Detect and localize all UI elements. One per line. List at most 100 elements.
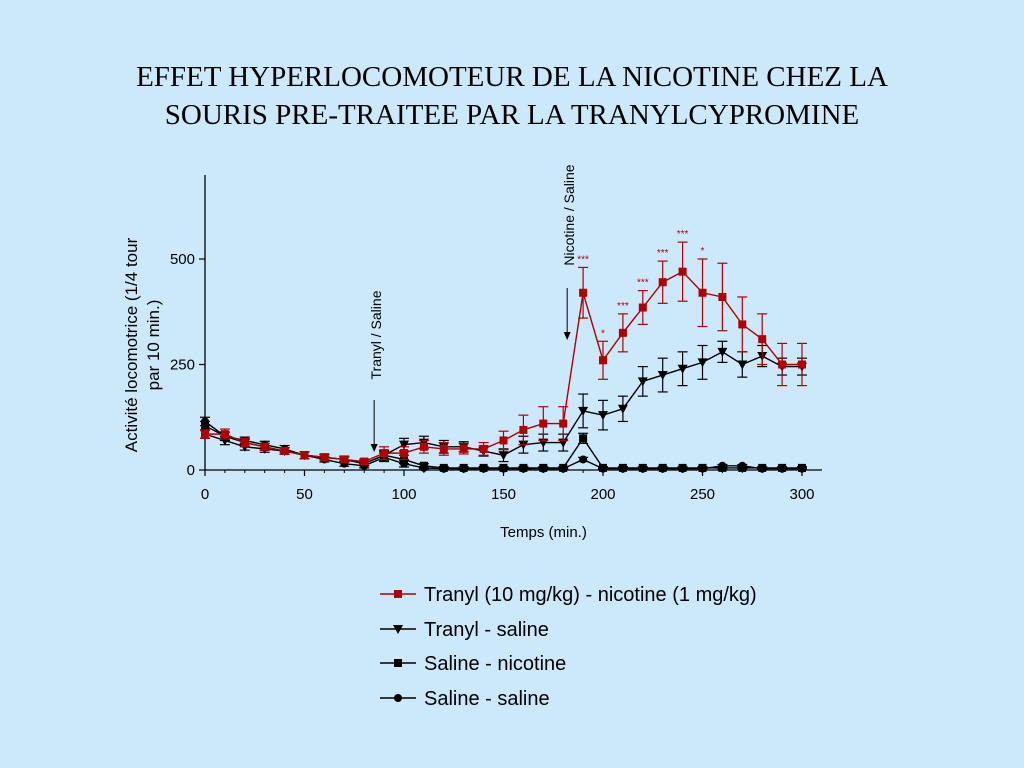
- data-point: [677, 364, 688, 374]
- annotation-arrow-head: [563, 332, 571, 340]
- data-point: [459, 444, 468, 453]
- data-point: [638, 463, 647, 472]
- chart-annotations: Tranyl / Saline Nicotine / Saline: [368, 164, 577, 452]
- significance-label: *: [601, 328, 605, 339]
- data-point: [400, 449, 408, 458]
- x-tick-label: 250: [690, 486, 715, 503]
- data-point: [300, 451, 309, 460]
- significance-label: *: [701, 246, 705, 257]
- legend-item-0: Tranyl (10 mg/kg) - nicotine (1 mg/kg): [380, 584, 757, 606]
- data-point: [340, 455, 349, 464]
- data-point: [778, 463, 787, 472]
- data-point: [638, 303, 647, 312]
- data-point: [599, 356, 607, 365]
- legend-marker: [394, 694, 402, 702]
- data-point: [778, 360, 787, 369]
- data-point: [698, 288, 707, 297]
- annotation-label: Nicotine / Saline: [561, 164, 577, 265]
- data-point: [758, 463, 767, 472]
- data-point: [658, 278, 667, 287]
- data-point: [459, 463, 468, 472]
- data-point: [419, 442, 428, 451]
- data-point: [201, 430, 209, 439]
- legend-item-1: Tranyl - saline: [380, 619, 549, 641]
- page-title: EFFET HYPERLOCOMOTEUR DE LA NICOTINE CHE…: [0, 58, 1024, 134]
- y-axis-label-line1: Activité locomotrice (1/4 tour: [122, 237, 141, 452]
- data-point: [599, 463, 607, 472]
- chart-axes: 0 50 100 150 200 250 300 0 250 500 Temps (min.) Act…: [122, 175, 822, 541]
- y-axis-label-line2: par 10 min.): [144, 300, 163, 391]
- x-tick-label: 200: [590, 486, 615, 503]
- x-tick-label: 50: [296, 486, 313, 503]
- data-point: [320, 453, 329, 462]
- y-tick-label: 0: [187, 462, 195, 479]
- x-tick-label: 100: [391, 486, 416, 503]
- series-0: *****************: [200, 229, 807, 466]
- data-point: [479, 444, 488, 453]
- data-point: [360, 457, 369, 466]
- y-tick-label: 250: [170, 357, 195, 374]
- data-point: [559, 419, 568, 428]
- data-point: [579, 455, 588, 464]
- data-point: [260, 442, 269, 451]
- data-point: [578, 406, 589, 416]
- plot-area: *****************: [200, 229, 807, 473]
- significance-label: ***: [577, 254, 589, 265]
- data-point: [657, 371, 668, 381]
- data-point: [678, 267, 687, 276]
- data-point: [280, 447, 289, 456]
- data-point: [519, 463, 528, 472]
- legend-marker: [394, 659, 402, 667]
- legend-item-2: Saline - nicotine: [380, 653, 566, 675]
- data-point: [798, 463, 806, 472]
- significance-label: ***: [637, 278, 649, 289]
- data-point: [519, 425, 528, 434]
- data-point: [738, 463, 747, 472]
- significance-label: ***: [657, 248, 669, 259]
- data-point: [579, 434, 588, 443]
- data-point: [439, 444, 448, 453]
- data-point: [499, 463, 508, 472]
- data-point: [539, 419, 548, 428]
- significance-label: ***: [617, 301, 629, 312]
- legend-marker: [394, 590, 402, 598]
- data-point: [718, 463, 727, 472]
- title-line-2: SOURIS PRE-TRAITEE PAR LA TRANYLCYPROMIN…: [164, 99, 860, 131]
- data-point: [439, 463, 448, 472]
- data-point: [738, 320, 747, 329]
- data-point: [498, 451, 509, 461]
- data-point: [798, 360, 806, 369]
- data-point: [618, 328, 627, 337]
- data-point: [539, 463, 548, 472]
- legend-label: Tranyl (10 mg/kg) - nicotine (1 mg/kg): [424, 584, 757, 606]
- data-point: [758, 335, 767, 344]
- data-point: [598, 411, 608, 421]
- data-point: [718, 292, 727, 301]
- x-axis-label: Temps (min.): [500, 524, 587, 541]
- legend-label: Saline - nicotine: [424, 653, 566, 675]
- legend-label: Tranyl - saline: [424, 619, 549, 641]
- data-point: [220, 430, 229, 439]
- data-point: [698, 463, 707, 472]
- data-point: [737, 360, 748, 370]
- chart-legend: Tranyl (10 mg/kg) - nicotine (1 mg/kg) Tr…: [380, 584, 757, 710]
- data-point: [240, 438, 249, 447]
- data-point: [419, 461, 428, 470]
- data-point: [697, 358, 708, 368]
- data-point: [637, 377, 648, 387]
- significance-label: ***: [677, 229, 689, 240]
- y-tick-label: 500: [170, 251, 195, 268]
- data-point: [618, 463, 627, 472]
- data-point: [717, 347, 728, 357]
- annotation-arrow-head: [370, 444, 378, 452]
- data-point: [380, 449, 389, 458]
- data-point: [559, 463, 568, 472]
- data-point: [399, 440, 409, 450]
- data-point: [579, 288, 588, 297]
- data-point: [617, 404, 628, 414]
- data-point: [499, 436, 508, 445]
- data-point: [201, 421, 209, 430]
- x-tick-label: 0: [201, 486, 209, 503]
- annotation-label: Tranyl / Saline: [368, 290, 384, 379]
- data-point: [479, 463, 488, 472]
